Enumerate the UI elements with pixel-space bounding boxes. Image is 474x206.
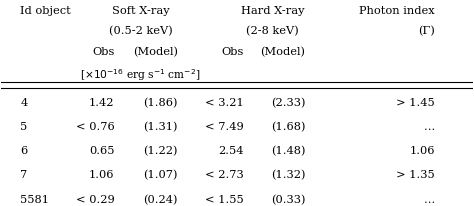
Text: < 0.76: < 0.76 xyxy=(76,121,115,131)
Text: (2.33): (2.33) xyxy=(271,97,305,107)
Text: (Model): (Model) xyxy=(133,47,178,57)
Text: 4: 4 xyxy=(20,97,27,107)
Text: 5: 5 xyxy=(20,121,27,131)
Text: 1.06: 1.06 xyxy=(89,170,115,179)
Text: 2.54: 2.54 xyxy=(219,145,244,155)
Text: (0.24): (0.24) xyxy=(144,194,178,204)
Text: (0.33): (0.33) xyxy=(271,194,305,204)
Text: < 0.29: < 0.29 xyxy=(76,194,115,204)
Text: 7: 7 xyxy=(20,170,27,179)
Text: 1.42: 1.42 xyxy=(89,97,115,107)
Text: (1.86): (1.86) xyxy=(144,97,178,107)
Text: (1.22): (1.22) xyxy=(144,145,178,156)
Text: Obs: Obs xyxy=(92,47,115,56)
Text: (1.32): (1.32) xyxy=(271,170,305,180)
Text: (1.07): (1.07) xyxy=(144,170,178,180)
Text: Photon index: Photon index xyxy=(359,6,435,16)
Text: > 1.35: > 1.35 xyxy=(396,170,435,179)
Text: Hard X-ray: Hard X-ray xyxy=(241,6,304,16)
Text: (Model): (Model) xyxy=(260,47,305,57)
Text: (1.31): (1.31) xyxy=(144,121,178,132)
Text: < 3.21: < 3.21 xyxy=(205,97,244,107)
Text: 5581: 5581 xyxy=(20,194,49,204)
Text: …: … xyxy=(424,121,435,131)
Text: (2-8 keV): (2-8 keV) xyxy=(246,26,299,36)
Text: (1.68): (1.68) xyxy=(271,121,305,132)
Text: 6: 6 xyxy=(20,145,27,155)
Text: Obs: Obs xyxy=(222,47,244,56)
Text: (0.5-2 keV): (0.5-2 keV) xyxy=(109,26,172,36)
Text: < 1.55: < 1.55 xyxy=(205,194,244,204)
Text: …: … xyxy=(424,194,435,204)
Text: 0.65: 0.65 xyxy=(89,145,115,155)
Text: (Γ): (Γ) xyxy=(418,26,435,36)
Text: < 2.73: < 2.73 xyxy=(205,170,244,179)
Text: Soft X-ray: Soft X-ray xyxy=(111,6,169,16)
Text: (1.48): (1.48) xyxy=(271,145,305,156)
Text: > 1.45: > 1.45 xyxy=(396,97,435,107)
Text: Id object: Id object xyxy=(20,6,71,16)
Text: 1.06: 1.06 xyxy=(410,145,435,155)
Text: [$\times10^{-16}$ erg s$^{-1}$ cm$^{-2}$]: [$\times10^{-16}$ erg s$^{-1}$ cm$^{-2}$… xyxy=(80,67,201,82)
Text: < 7.49: < 7.49 xyxy=(205,121,244,131)
